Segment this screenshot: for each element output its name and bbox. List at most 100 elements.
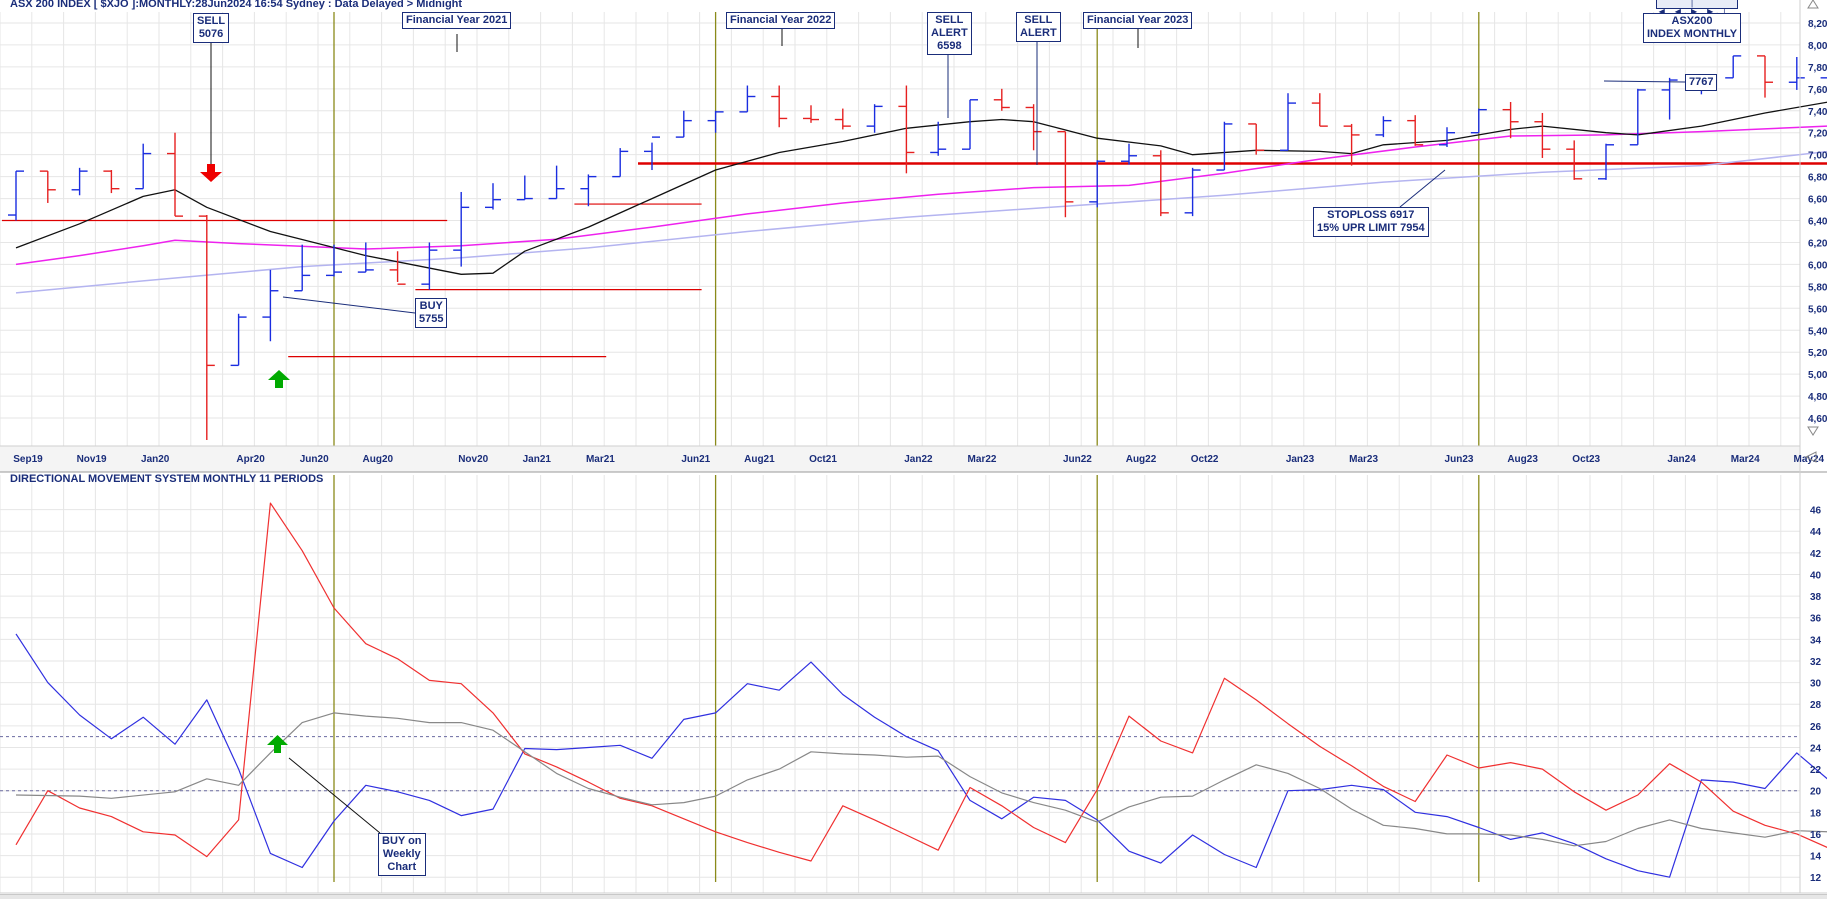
- x-tick-labels: Sep19 Nov19 Jan20 Apr20 Jun20 Aug20 Nov20 Jan21…: [13, 454, 1825, 465]
- y-tick-label: 6,200: [1808, 238, 1827, 249]
- x-tick-label: Jan21: [523, 454, 552, 465]
- y-tick-label: 34: [1810, 635, 1822, 646]
- y-tick-label: 38: [1810, 592, 1822, 603]
- ohlc-bar: [1757, 55, 1773, 98]
- scroll-glyphs[interactable]: [1804, 0, 1819, 463]
- sma-magenta-line: [15, 125, 1827, 266]
- ohlc-bar: [294, 244, 311, 292]
- upper-gridlines: [0, 12, 1800, 446]
- ohlc-bar: [644, 136, 660, 171]
- bottom-tab-strip[interactable]: [0, 894, 1827, 899]
- y-tick-label: 40: [1810, 570, 1822, 581]
- annotation-fy2023: Financial Year 2023: [1083, 12, 1193, 29]
- ohlc-bar: [1375, 116, 1392, 138]
- annotation-sell-alert: SELL ALERT: [1016, 12, 1061, 42]
- y-tick-label: 24: [1810, 743, 1822, 754]
- x-tick-label: May24: [1794, 454, 1825, 465]
- y-tick-label: 20: [1810, 787, 1822, 798]
- y-tick-label: 46: [1810, 506, 1822, 517]
- y-tick-label: 16: [1810, 830, 1822, 841]
- plus-di-line: [15, 633, 1827, 878]
- ohlc-bar: [1184, 167, 1201, 217]
- ohlc-bar: [230, 313, 247, 367]
- y-tick-label: 7,600: [1808, 85, 1827, 96]
- y-tick-label: 6,400: [1808, 217, 1827, 228]
- sell-arrow-icon: [200, 164, 222, 182]
- y-tick-label: 7,800: [1808, 63, 1827, 74]
- ohlc-bar: [675, 110, 692, 138]
- ohlc-bar: [1629, 88, 1646, 146]
- y-tick-label: 5,000: [1808, 370, 1827, 381]
- navigation-buttons[interactable]: |◀◀▶▶|: [1656, 0, 1738, 16]
- y-tick-label: 30: [1810, 679, 1822, 690]
- ohlc-bar: [771, 85, 788, 128]
- y-tick-label: 4,600: [1808, 414, 1827, 425]
- scroll-left-icon: [1804, 451, 1817, 463]
- y-tick-label: 22: [1810, 765, 1822, 776]
- lower-gridlines: [0, 475, 1800, 893]
- ohlc-bar: [834, 108, 851, 130]
- ohlc-bar: [898, 85, 915, 174]
- ohlc-bar: [1152, 150, 1169, 217]
- upper-y-tick-labels: 4,600 4,800 5,000 5,200 5,400 5,600 5,800 6,000…: [1808, 19, 1827, 425]
- ohlc-bar: [1311, 93, 1328, 127]
- y-tick-label: 32: [1810, 657, 1822, 668]
- y-tick-label: 7,200: [1808, 129, 1827, 140]
- buy-arrow-icon-lower: [267, 735, 288, 753]
- ohlc-bar: [707, 110, 724, 133]
- x-tick-label: Sep19: [13, 454, 43, 465]
- x-tick-label: Mar24: [1731, 454, 1760, 465]
- y-tick-label: 6,000: [1808, 260, 1827, 271]
- ohlc-bar: [262, 269, 279, 342]
- ohlc-bar: [1280, 93, 1296, 151]
- y-tick-label: 6,800: [1808, 173, 1827, 184]
- x-tick-label: Jan24: [1667, 454, 1696, 465]
- buy-arrow-icon: [268, 370, 290, 388]
- ohlc-bars: [8, 55, 1827, 440]
- ohlc-bar: [1216, 121, 1233, 171]
- y-tick-label: 5,600: [1808, 304, 1827, 315]
- ohlc-bar: [1057, 130, 1074, 218]
- y-tick-label: 14: [1810, 852, 1822, 863]
- y-tick-label: 28: [1810, 700, 1822, 711]
- annotation-stoploss: STOPLOSS 6917 15% UPR LIMIT 7954: [1313, 207, 1429, 237]
- y-tick-label: 44: [1810, 527, 1822, 538]
- y-tick-label: 4,800: [1808, 392, 1827, 403]
- x-tick-label: Jun23: [1445, 454, 1474, 465]
- chart-title: ASX 200 INDEX [ $XJO ]:MONTHLY:28Jun2024…: [10, 0, 463, 10]
- ohlc-bar: [580, 174, 597, 207]
- x-tick-label: Oct22: [1191, 454, 1219, 465]
- x-tick-label: Oct21: [809, 454, 837, 465]
- ohlc-bar: [1121, 143, 1137, 165]
- sma-black-line: [15, 101, 1827, 275]
- x-tick-label: Mar22: [968, 454, 997, 465]
- ohlc-bar: [1248, 123, 1265, 155]
- ohlc-bar: [1089, 160, 1106, 208]
- ohlc-bar: [739, 85, 756, 113]
- scroll-down-icon: [1807, 426, 1819, 436]
- y-tick-label: 8,200: [1808, 19, 1827, 30]
- x-tick-label: Jan23: [1286, 454, 1315, 465]
- ohlc-bar: [357, 242, 374, 273]
- annotation-buy-5755: BUY 5755: [415, 298, 448, 328]
- dms-title: DIRECTIONAL MOVEMENT SYSTEM MONTHLY 11 P…: [10, 473, 324, 485]
- ohlc-bar: [612, 148, 629, 178]
- annotation-connectors: [210, 28, 1686, 834]
- x-tick-label: Jan22: [904, 454, 933, 465]
- ohlc-bar: [930, 121, 947, 156]
- scroll-up-icon: [1807, 0, 1819, 9]
- horizontal-levels: [2, 162, 1827, 358]
- ohlc-bar: [962, 99, 978, 150]
- annotation-asx200-monthly: ASX200 INDEX MONTHLY: [1643, 13, 1742, 43]
- annotation-fy2022: Financial Year 2022: [726, 12, 836, 29]
- lower-y-tick-labels: 12 14 16 18 20 22 24 26 28 30 32 34 36 38 40 42 44 46: [1810, 506, 1822, 885]
- ohlc-bar: [198, 215, 215, 440]
- y-tick-label: 18: [1810, 808, 1822, 819]
- x-tick-label: Aug20: [363, 454, 394, 465]
- ohlc-bar: [1725, 55, 1742, 79]
- ohlc-bar: [516, 175, 533, 201]
- y-tick-label: 5,200: [1808, 348, 1827, 359]
- ohlc-bar: [485, 183, 501, 210]
- y-tick-label: 12: [1810, 873, 1822, 884]
